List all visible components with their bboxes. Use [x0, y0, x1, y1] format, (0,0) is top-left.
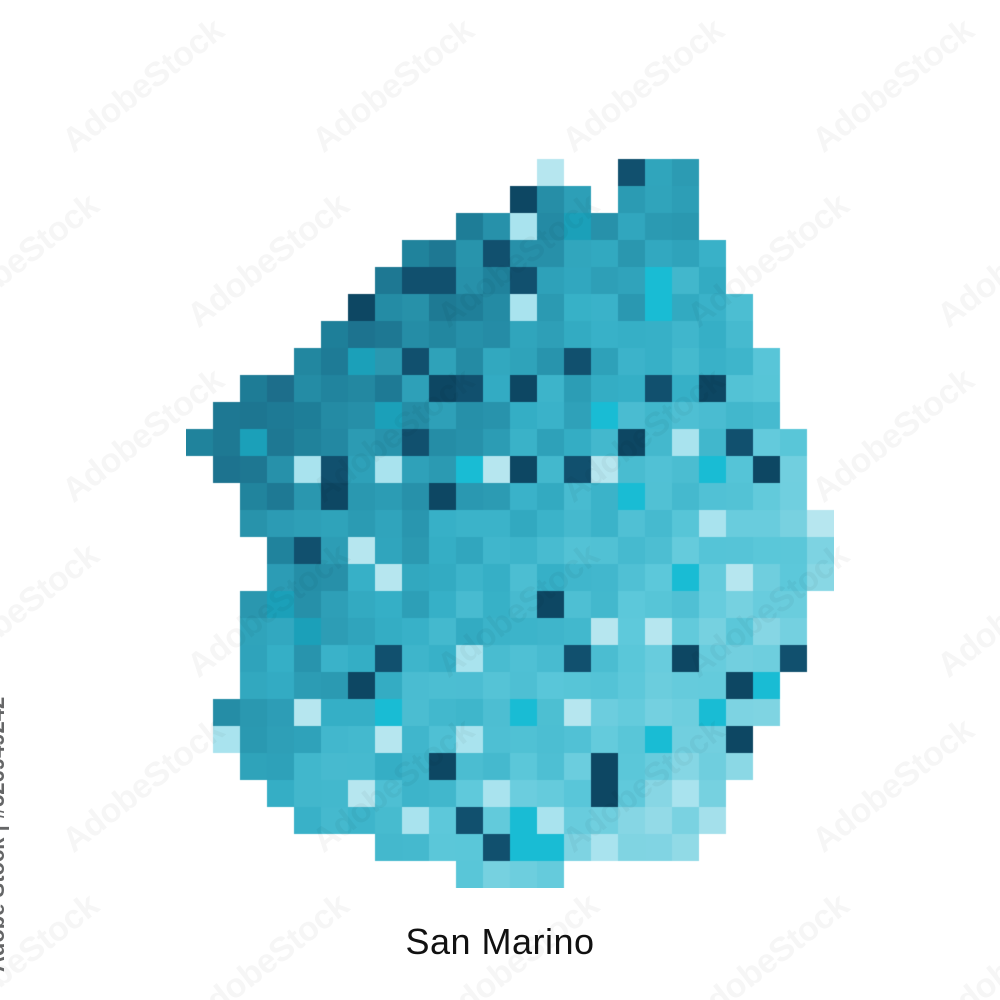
- san-marino-pixel-map: [186, 132, 834, 888]
- pixel-map-canvas: [186, 132, 834, 888]
- country-name-label: San Marino: [405, 921, 595, 962]
